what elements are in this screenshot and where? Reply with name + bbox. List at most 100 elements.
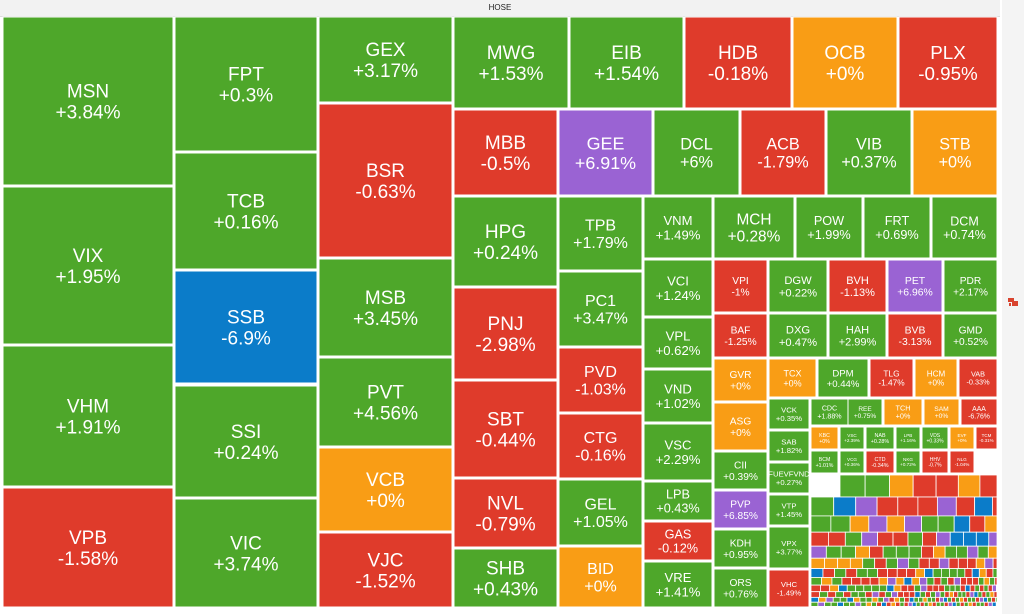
tile-vpb[interactable]: VPB-1.58% — [2, 487, 174, 608]
tile-dpm[interactable]: DPM+0.44% — [817, 358, 869, 398]
tile-nkg[interactable]: NKG+0.72% — [895, 450, 921, 474]
tile-aaa[interactable]: AAA-6.76% — [960, 398, 998, 426]
tile-plx[interactable]: PLX-0.95% — [898, 16, 998, 109]
tile-dgw[interactable]: DGW+0.22% — [768, 259, 828, 313]
tile-vab[interactable]: VAB-0.33% — [958, 358, 998, 398]
tile-ree[interactable]: REE+0.75% — [847, 398, 883, 426]
tile-bcm[interactable]: BCM+1.01% — [810, 450, 839, 474]
tile-mbb[interactable]: MBB-0.5% — [453, 109, 558, 196]
tile-vhc[interactable]: VHC-1.49% — [768, 569, 810, 608]
tile-pc1[interactable]: PC1+3.47% — [558, 271, 643, 347]
tile-nab[interactable]: NAB+0.28% — [865, 426, 895, 450]
tile-change-label: +3.84% — [56, 102, 121, 123]
tile-change-label: -0.12% — [658, 542, 698, 556]
tile-pow[interactable]: POW+1.99% — [795, 196, 863, 259]
tile-bsr[interactable]: BSR-0.63% — [318, 103, 453, 258]
tile-sam[interactable]: SAM+0% — [923, 398, 960, 426]
tile-ocb[interactable]: OCB+0% — [792, 16, 898, 109]
tile-tpb[interactable]: TPB+1.79% — [558, 196, 643, 271]
tile-dcm[interactable]: DCM+0.74% — [931, 196, 998, 259]
tile-hpg[interactable]: HPG+0.24% — [453, 196, 558, 287]
tile-tlg[interactable]: TLG-1.47% — [869, 358, 914, 398]
tile-stb[interactable]: STB+0% — [912, 109, 998, 196]
tile-msn[interactable]: MSN+3.84% — [2, 16, 174, 186]
tile-vci[interactable]: VCI+1.24% — [643, 259, 713, 317]
tile-mch[interactable]: MCH+0.28% — [713, 196, 795, 259]
tile-msb[interactable]: MSB+3.45% — [318, 258, 453, 357]
tile-pet[interactable]: PET+6.96% — [887, 259, 943, 313]
tile-bid[interactable]: BID+0% — [558, 546, 643, 608]
tile-cii[interactable]: CII+0.39% — [713, 451, 768, 490]
tile-tcb[interactable]: TCB+0.16% — [174, 152, 318, 270]
tile-fpt[interactable]: FPT+0.3% — [174, 16, 318, 152]
tile-ctd[interactable]: CTD-0.34% — [865, 450, 895, 474]
tile-ctg[interactable]: CTG-0.16% — [558, 413, 643, 479]
tile-tcx[interactable]: TCX+0% — [768, 358, 817, 398]
tile-vsc[interactable]: VSC+2.39% — [839, 426, 865, 450]
tile-vic[interactable]: VIC+3.74% — [174, 498, 318, 608]
tile-ors[interactable]: ORS+0.76% — [713, 568, 768, 608]
tile-mwg[interactable]: MWG+1.53% — [453, 16, 569, 109]
tile-gel[interactable]: GEL+1.05% — [558, 479, 643, 546]
tile-vpl[interactable]: VPL+0.62% — [643, 317, 713, 369]
tile-cdc[interactable]: CDC+1.88% — [810, 398, 849, 426]
tile-vtp[interactable]: VTP+1.45% — [768, 494, 810, 526]
tile-vib[interactable]: VIB+0.37% — [826, 109, 912, 196]
tile-vnm[interactable]: VNM+1.49% — [643, 196, 713, 259]
tile-dcl[interactable]: DCL+6% — [653, 109, 740, 196]
tile-gas[interactable]: GAS-0.12% — [643, 521, 713, 561]
tile-lpb[interactable]: LPB+0.43% — [643, 481, 713, 521]
fullscreen-icon[interactable] — [1007, 296, 1019, 308]
tile-gmd[interactable]: GMD+0.52% — [943, 313, 998, 358]
tile-dxg[interactable]: DXG+0.47% — [768, 313, 828, 358]
tile-vhm[interactable]: VHM+1.91% — [2, 345, 174, 487]
tile-kbc[interactable]: KBC+0% — [810, 426, 839, 450]
tile-nvl[interactable]: NVL-0.79% — [453, 478, 558, 548]
tile-bvb[interactable]: BVB-3.13% — [887, 313, 943, 358]
tile-vre[interactable]: VRE+1.41% — [643, 561, 713, 608]
tile-acb[interactable]: ACB-1.79% — [740, 109, 826, 196]
tile-eib[interactable]: EIB+1.54% — [569, 16, 684, 109]
tile-hah[interactable]: HAH+2.99% — [828, 313, 887, 358]
tile-rect — [887, 259, 943, 313]
tile-sab[interactable]: SAB+1.82% — [768, 430, 810, 462]
tile-bvh[interactable]: BVH-1.13% — [828, 259, 887, 313]
tile-gex[interactable]: GEX+3.17% — [318, 16, 453, 103]
tile-vnd[interactable]: VND+1.02% — [643, 369, 713, 423]
tile-vsc[interactable]: VSC+2.29% — [643, 423, 713, 481]
tile-rect — [558, 271, 643, 347]
tile-asg[interactable]: ASG+0% — [713, 402, 768, 451]
tile-vcb[interactable]: VCB+0% — [318, 447, 453, 532]
tile-hdb[interactable]: HDB-0.18% — [684, 16, 792, 109]
tile-lpb[interactable]: LPB+1.16% — [895, 426, 921, 450]
tile-baf[interactable]: BAF-1.25% — [713, 313, 768, 358]
tile-pvp[interactable]: PVP+6.85% — [713, 490, 768, 529]
tile-sbt[interactable]: SBT-0.44% — [453, 380, 558, 478]
tile-vix[interactable]: VIX+1.95% — [2, 186, 174, 345]
tile-pdr[interactable]: PDR+2.17% — [943, 259, 998, 313]
tile-vpi[interactable]: VPI-1% — [713, 259, 768, 313]
tile-pvd[interactable]: PVD-1.03% — [558, 347, 643, 413]
tile-kdh[interactable]: KDH+0.95% — [713, 529, 768, 568]
tile-ticker-label: EVF — [958, 433, 967, 438]
tile-shb[interactable]: SHB+0.43% — [453, 548, 558, 608]
tile-hcm[interactable]: HCM+0% — [914, 358, 958, 398]
tile-gee[interactable]: GEE+6.91% — [558, 109, 653, 196]
tile-fuevfvnd[interactable]: FUEVFVND+0.27% — [768, 462, 810, 494]
tile-vcg[interactable]: VCG+0.36% — [839, 450, 865, 474]
tile-ssi[interactable]: SSI+0.24% — [174, 385, 318, 498]
tile-ssb[interactable]: SSB-6.9% — [174, 270, 318, 384]
tile-gvr[interactable]: GVR+0% — [713, 358, 768, 402]
tile-nlg[interactable]: NLG-1.04% — [949, 450, 975, 474]
tile-tch[interactable]: TCH+0% — [883, 398, 923, 426]
tile-vds[interactable]: VDS+0.33% — [921, 426, 949, 450]
tile-pvt[interactable]: PVT+4.56% — [318, 357, 453, 447]
tile-evf[interactable]: EVF+0% — [949, 426, 975, 450]
tile-vck[interactable]: VCK+0.35% — [768, 398, 810, 430]
tile-pnj[interactable]: PNJ-2.98% — [453, 287, 558, 380]
tile-tcm[interactable]: TCM-0.31% — [975, 426, 998, 450]
tile-vpx[interactable]: VPX+3.77% — [768, 526, 810, 569]
tile-vjc[interactable]: VJC-1.52% — [318, 532, 453, 608]
tile-frt[interactable]: FRT+0.69% — [863, 196, 931, 259]
tile-hhv[interactable]: HHV-0.7% — [921, 450, 949, 474]
